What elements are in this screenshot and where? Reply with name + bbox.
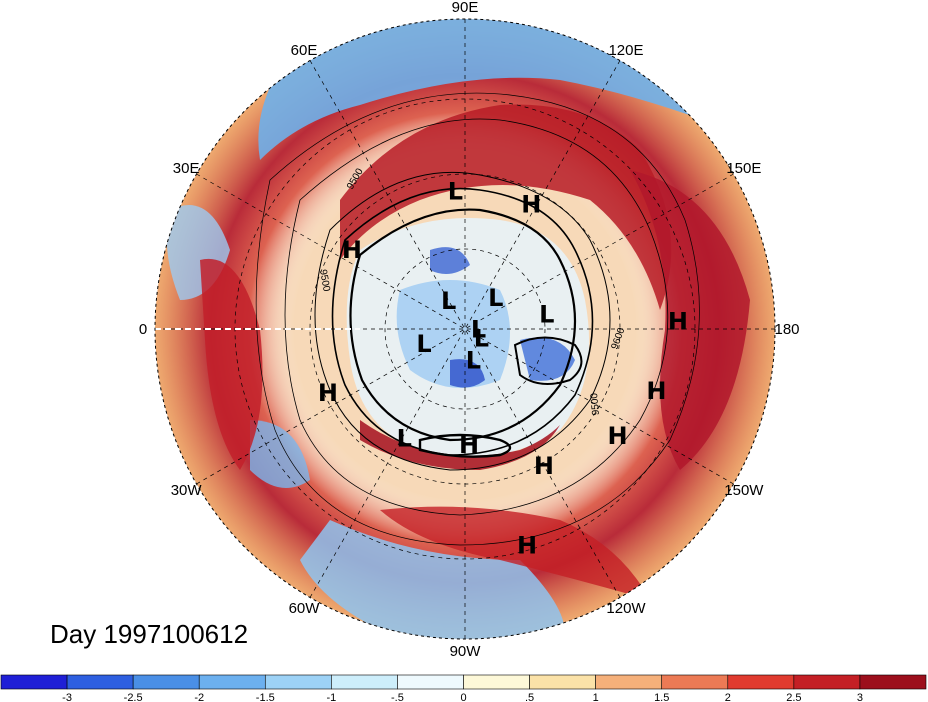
colorbar-tick-label: 0 xyxy=(460,692,466,702)
colorbar-swatch xyxy=(132,674,200,690)
colorbar-swatch xyxy=(331,674,398,690)
high-pressure-marker: H xyxy=(342,236,362,264)
longitude-label: 180 xyxy=(774,321,799,338)
longitude-label: 120W xyxy=(606,600,646,617)
longitude-label: 30E xyxy=(173,160,200,177)
longitude-label: 90E xyxy=(452,0,479,16)
colorbar-tick-label: -3 xyxy=(62,692,72,702)
colorbar-swatch xyxy=(264,674,332,690)
low-pressure-marker: L xyxy=(416,330,431,358)
colorbar-swatch xyxy=(463,674,530,690)
low-pressure-marker: L xyxy=(466,346,481,374)
contour-label: 9500 xyxy=(317,269,332,293)
contour-label: 9500 xyxy=(589,392,602,416)
longitude-label: 0 xyxy=(139,321,147,338)
low-pressure-marker: L xyxy=(474,324,489,352)
colorbar-swatch xyxy=(0,674,68,690)
high-pressure-marker: H xyxy=(521,190,541,218)
colorbar-swatch xyxy=(66,674,134,690)
high-pressure-marker: H xyxy=(668,308,688,336)
longitude-label: 30W xyxy=(171,482,203,499)
colorbar-tick-label: -1 xyxy=(326,692,336,702)
high-pressure-marker: H xyxy=(459,431,479,459)
colorbar-tick-label: 2.5 xyxy=(786,692,801,702)
longitude-label: 150E xyxy=(726,160,761,177)
colorbar-tick-label: 2 xyxy=(725,692,731,702)
longitude-labels: 90E 60E 30E 0 30W 60W 90W 120W 150W 180 150E 120E xyxy=(139,0,800,660)
colorbar-tick-label: .5 xyxy=(525,692,534,702)
colorbar-swatch xyxy=(859,674,927,690)
colorbar-tick-label: -2 xyxy=(194,692,204,702)
longitude-label: 150W xyxy=(724,482,764,499)
low-pressure-marker: L xyxy=(471,315,486,343)
longitude-label: 60E xyxy=(291,42,318,59)
longitude-label: 120E xyxy=(608,42,643,59)
anomaly-field xyxy=(155,19,775,639)
colorbar-tick-label: 3 xyxy=(857,692,863,702)
longitude-label: 60W xyxy=(289,600,321,617)
longitude-label: 90W xyxy=(450,643,482,660)
low-pressure-marker: L xyxy=(488,284,503,312)
colorbar-tick-label: -2.5 xyxy=(124,692,143,702)
colorbar-swatch xyxy=(529,674,596,690)
colorbar-swatch xyxy=(595,674,663,690)
high-pressure-marker: H xyxy=(608,422,628,450)
high-pressure-marker: H xyxy=(646,377,666,405)
colorbar-tick-label: -1.5 xyxy=(256,692,275,702)
colorbar-swatch xyxy=(793,674,861,690)
colorbar-tick-label: 1.5 xyxy=(654,692,669,702)
colorbar-swatch xyxy=(198,674,266,690)
high-pressure-marker: H xyxy=(318,379,338,407)
high-pressure-marker: H xyxy=(534,452,554,480)
low-pressure-marker: L xyxy=(539,301,554,329)
low-pressure-marker: L xyxy=(397,425,412,453)
colorbar-swatch xyxy=(661,674,729,690)
high-pressure-marker: H xyxy=(517,532,537,560)
low-pressure-marker: L xyxy=(441,287,456,315)
colorbar-swatch xyxy=(397,674,464,690)
colorbar: -3 -2.5 -2 -1.5 -1 -.5 0 .5 1 1.5 2 2.5 3 xyxy=(0,674,927,702)
page-title: Day 1997100612 xyxy=(50,619,249,649)
map-boundary xyxy=(154,18,776,640)
colorbar-swatch xyxy=(727,674,795,690)
colorbar-tick-label: 1 xyxy=(593,692,599,702)
colorbar-tick-label: -.5 xyxy=(391,692,404,702)
low-pressure-marker: L xyxy=(448,177,463,205)
